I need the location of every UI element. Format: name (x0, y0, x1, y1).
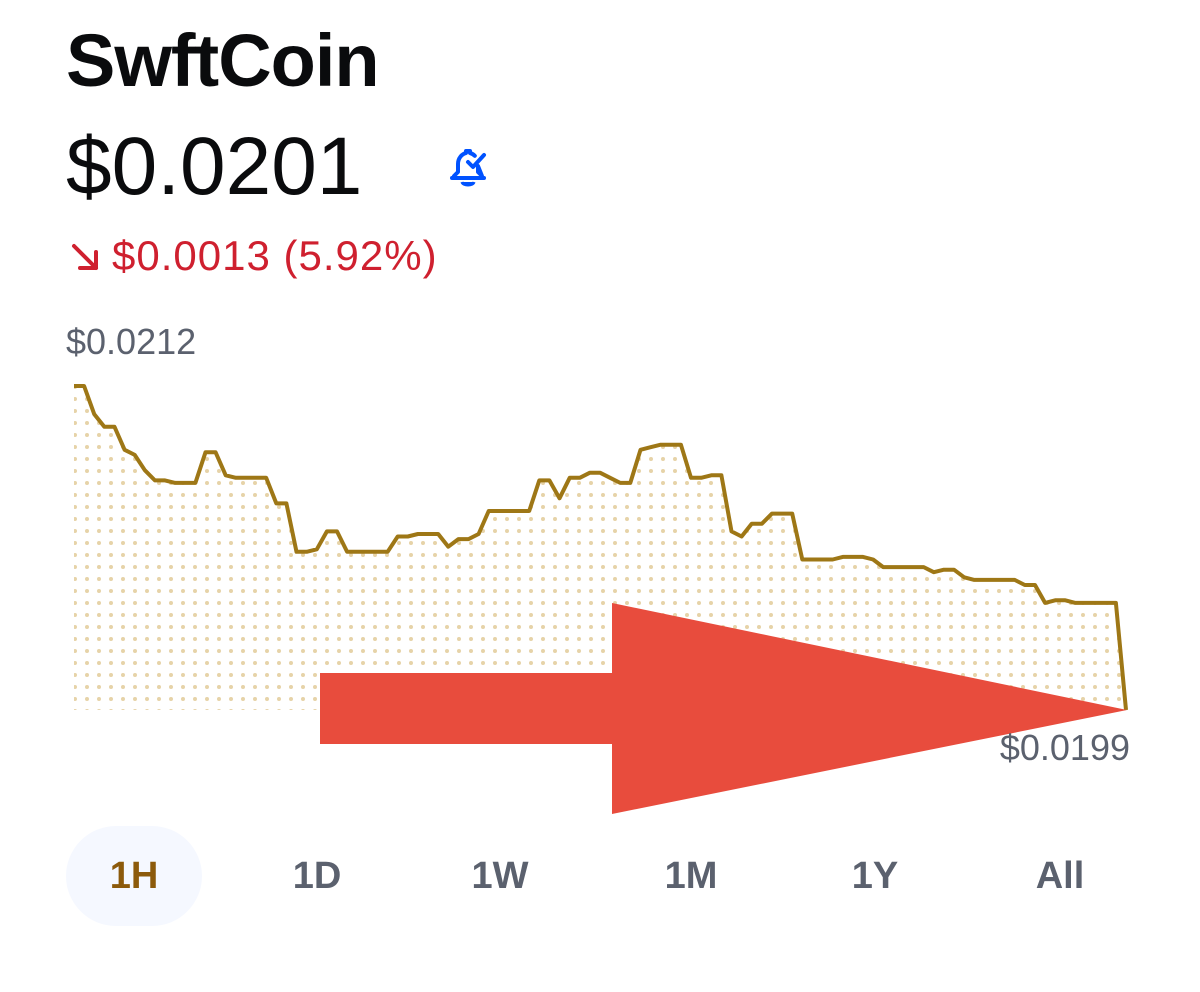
bell-check-icon (450, 149, 486, 187)
chart-high-label: $0.0212 (66, 321, 197, 362)
range-1w-button[interactable]: 1W (471, 854, 529, 897)
price-change-value: $0.0013 (5.92%) (112, 232, 438, 279)
range-all-button[interactable]: All (1035, 854, 1085, 897)
time-range-selector: 1H 1D 1W 1M 1Y All (66, 826, 1130, 926)
price-change: $0.0013 (5.92%) (66, 228, 438, 284)
coin-name: SwftCoin (66, 19, 380, 102)
price-row: $0.0201 (66, 122, 362, 212)
red-arrow-annotation (320, 603, 1127, 814)
coin-price: $0.0201 (66, 121, 363, 212)
range-1y-button[interactable]: 1Y (851, 854, 899, 897)
chart-series-line (74, 384, 1128, 711)
arrow-down-right-icon (72, 244, 98, 270)
range-1h-button[interactable]: 1H (66, 826, 202, 926)
chart-low-label: $0.0199 (999, 727, 1130, 768)
price-alert-button[interactable] (440, 140, 496, 196)
range-1d-button[interactable]: 1D (292, 854, 342, 897)
range-1m-button[interactable]: 1M (664, 854, 718, 897)
chart-area-fill (74, 386, 1126, 710)
